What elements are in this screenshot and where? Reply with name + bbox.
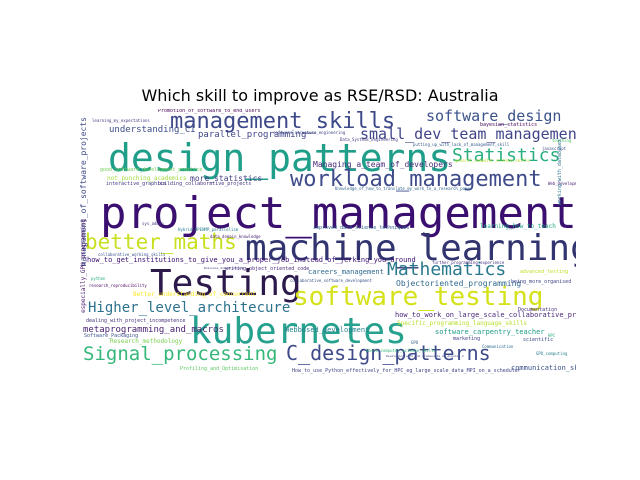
cloud-word: metaprogramming_and_macros bbox=[83, 325, 224, 335]
cloud-word: Mathematics bbox=[387, 259, 507, 280]
cloud-word: workload_management bbox=[290, 167, 542, 192]
cloud-word: how_to_work_on_large_scale_collaborative… bbox=[395, 311, 576, 319]
cloud-word: good_software_development_practice bbox=[100, 167, 203, 173]
cloud-word: Profiling_and_Optimisation bbox=[180, 366, 259, 372]
cloud-word: understanding_CI bbox=[109, 125, 196, 135]
cloud-word: Statistics bbox=[452, 145, 561, 166]
cloud-word: Managing_a_team_of_developers bbox=[313, 160, 453, 169]
cloud-word: How_to_use_Python_effectively_for_HPC_eg… bbox=[292, 368, 521, 374]
cloud-word: Software_Packaging bbox=[84, 333, 139, 339]
cloud-word: not_punching_academics bbox=[107, 175, 187, 182]
cloud-word: marketing bbox=[453, 336, 481, 342]
cloud-word: Webbased_development bbox=[285, 326, 370, 334]
cloud-word: Communication bbox=[482, 344, 514, 349]
cloud-word: software_testing bbox=[293, 282, 544, 312]
cloud-word: software_design bbox=[426, 109, 562, 125]
cloud-word: learning_my_expectations bbox=[92, 118, 150, 123]
cloud-word: machine_learning bbox=[245, 228, 576, 269]
cloud-word: collaborative_working_skills bbox=[98, 252, 166, 257]
cloud-word: learning_how_to_teach bbox=[480, 223, 556, 230]
cloud-word: Documentation bbox=[518, 307, 558, 313]
cloud-word: Knowledge_of_how_to_translate_my_work_to… bbox=[335, 186, 473, 191]
cloud-word: scientific bbox=[523, 337, 554, 343]
cloud-word: Business_domain_skills bbox=[204, 266, 244, 270]
cloud-word: kubernetes bbox=[190, 311, 407, 352]
cloud-word: Promotion_of_software_to_end_users bbox=[158, 109, 261, 114]
cloud-word: general_computer_science_skills bbox=[455, 158, 530, 163]
cloud-word: improved_data_science_techniques bbox=[313, 225, 410, 231]
cloud-word: management_skills bbox=[170, 109, 396, 134]
cloud-word: writing_object_oriented_code bbox=[225, 266, 310, 272]
cloud-word: Research_methodology bbox=[110, 338, 183, 345]
cloud-word: collaborative_software_development bbox=[290, 278, 372, 283]
cloud-word: how_to_get_institutions_to_give_you_a_pr… bbox=[87, 256, 416, 264]
cloud-word: bayesian_statistics bbox=[480, 122, 538, 128]
cloud-word: dealing_with_project_incompetence bbox=[86, 318, 186, 324]
cloud-word: Signal_processing bbox=[83, 343, 278, 365]
cloud-word: software_structure_engineering bbox=[273, 130, 346, 135]
cloud-word: Higher_level_architecure bbox=[88, 300, 291, 316]
cloud-word: communication_skills bbox=[511, 364, 576, 372]
cloud-word: project_management bbox=[100, 188, 576, 239]
cloud-word: more_statistics bbox=[190, 174, 263, 183]
cloud-word: sys_admin bbox=[142, 221, 164, 226]
cloud-word: Web_Development bbox=[548, 181, 576, 186]
cloud-word: python bbox=[91, 276, 106, 281]
chart-title: Which skill to improve as RSE/RSD: Austr… bbox=[141, 86, 499, 105]
cloud-word: basic_computer_science_skills bbox=[366, 348, 436, 353]
cloud-word: data_domain_knowledge bbox=[210, 234, 261, 239]
cloud-word: Objectoriented_programming bbox=[396, 279, 522, 288]
cloud-word: GPU_computing bbox=[536, 351, 568, 356]
cloud-word: C_design_patterns bbox=[286, 341, 491, 365]
cloud-word: Data_Systems_Engineering bbox=[340, 137, 398, 142]
cloud-word: advanced_testing bbox=[520, 269, 569, 275]
cloud-word: interactive_graphics bbox=[106, 181, 167, 187]
cloud-word: research_reproducibility bbox=[89, 283, 147, 288]
cloud-word: working_with_databases bbox=[557, 139, 563, 206]
cloud-word: javascript bbox=[542, 146, 567, 151]
cloud-word: teaching bbox=[552, 138, 572, 143]
cloud-word: Developing_with_and_frameworks_eg_Angula… bbox=[386, 354, 464, 358]
cloud-word: parallel_programming bbox=[198, 130, 307, 140]
cloud-word: HPC bbox=[548, 333, 556, 338]
cloud-word: Testing bbox=[150, 263, 302, 304]
cloud-word: Hybrid_OPENMP_parallelism bbox=[178, 227, 239, 232]
cloud-word: especially_GPU_programming bbox=[80, 219, 87, 313]
cloud-word: putting_up_with_lack_of_management_skill bbox=[413, 142, 510, 147]
cloud-word: Specific_programming_language_skills bbox=[397, 320, 528, 327]
cloud-word: Better_understanding_of_concurrent bbox=[133, 291, 256, 298]
cloud-word: GPU bbox=[411, 340, 419, 345]
word-cloud: project_management machine_learning design… bbox=[80, 109, 576, 375]
cloud-word: building_collaborative_projects bbox=[158, 181, 252, 187]
cloud-word: software_carpentry_teacher bbox=[435, 328, 545, 336]
cloud-word: design_patterns bbox=[108, 136, 452, 180]
cloud-word: better_maths bbox=[85, 230, 237, 254]
cloud-word: small_dev_team_management bbox=[360, 125, 576, 143]
cloud-word: careers_management bbox=[308, 268, 384, 276]
cloud-word: being_more_organised bbox=[511, 279, 572, 285]
cloud-word: further_programming_experience bbox=[432, 260, 505, 265]
